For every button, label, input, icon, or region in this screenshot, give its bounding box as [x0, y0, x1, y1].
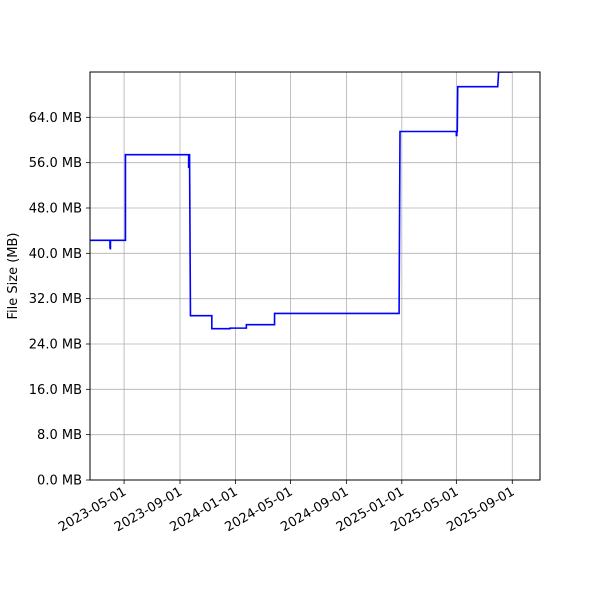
- y-axis-label: File Size (MB): [6, 233, 21, 320]
- y-tick-label: 16.0 MB: [29, 383, 82, 398]
- y-tick-label: 40.0 MB: [29, 247, 82, 262]
- y-tick-label: 8.0 MB: [37, 428, 82, 443]
- grid-lines: [90, 72, 540, 481]
- series-layer: [90, 72, 513, 330]
- y-tick-label: 32.0 MB: [29, 292, 82, 307]
- plot-frame: [89, 71, 541, 481]
- series-line: [90, 72, 513, 330]
- y-tick-label: 48.0 MB: [29, 202, 82, 217]
- y-tick-label: 64.0 MB: [29, 111, 82, 126]
- y-tick-label: 56.0 MB: [29, 156, 82, 171]
- x-tick-labels: 2023-05-012023-09-012024-01-012024-05-01…: [56, 484, 517, 535]
- y-tick-labels: 0.0 MB 8.0 MB 16.0 MB 24.0 MB 32.0 MB 40.0 MB…: [29, 111, 82, 489]
- tick-marks: [86, 116, 513, 484]
- y-tick-label: 24.0 MB: [29, 338, 82, 353]
- y-tick-label: 0.0 MB: [37, 474, 82, 489]
